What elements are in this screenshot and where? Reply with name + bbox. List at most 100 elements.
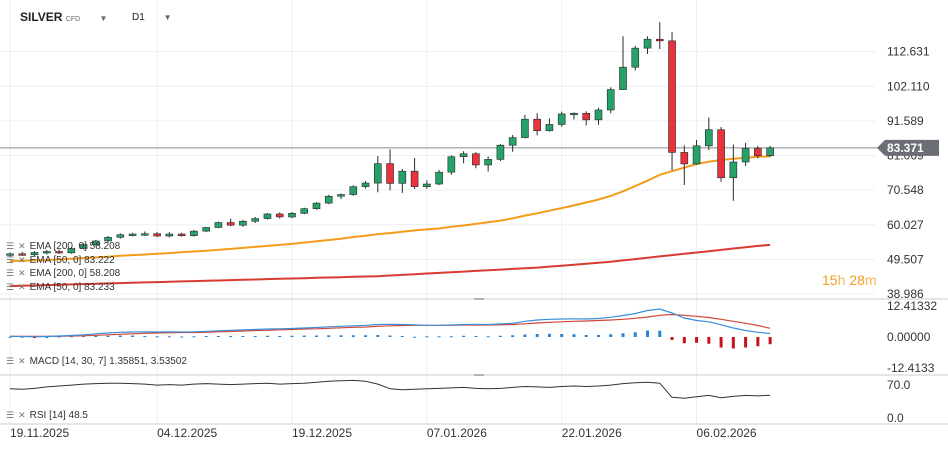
candle-up <box>545 124 554 132</box>
candle-up <box>190 230 198 237</box>
candle-up <box>557 113 566 125</box>
current-price-label: 83.371 <box>887 141 924 155</box>
close-icon[interactable]: ✕ <box>18 255 26 265</box>
macd-histogram-bar <box>241 336 245 338</box>
macd-histogram-bar <box>756 337 760 347</box>
candle-up <box>594 109 603 121</box>
macd-histogram-bar <box>376 335 380 337</box>
candle-down <box>582 112 591 121</box>
settings-icon[interactable]: ☰ <box>6 410 15 420</box>
ema200-line <box>9 243 771 288</box>
macd-histogram-bar <box>437 336 441 338</box>
indicator-ema200-row[interactable]: ☰ ✕ EMA [200, 0] 58.208 <box>6 241 120 252</box>
close-icon[interactable]: ✕ <box>18 268 26 278</box>
candle-up <box>692 145 701 165</box>
candle-up <box>165 233 174 237</box>
macd-histogram-bar <box>94 335 98 337</box>
candle-up <box>508 137 517 146</box>
candle-up <box>349 186 358 195</box>
indicator-ema50-row-b[interactable]: ☰ ✕ EMA [50, 0] 83.233 <box>6 282 115 293</box>
macd-histogram-bar <box>511 335 515 337</box>
close-icon[interactable]: ✕ <box>18 356 26 366</box>
rsi-line <box>9 379 771 399</box>
close-icon[interactable]: ✕ <box>18 282 26 292</box>
macd-histogram-bar <box>364 335 368 337</box>
symbol-selector[interactable]: SILVER CFD ▼ <box>20 10 107 24</box>
candle-up <box>447 156 456 173</box>
price-axis-tick: 91.589 <box>887 114 924 128</box>
close-icon[interactable]: ✕ <box>18 410 26 420</box>
candle-up <box>373 163 382 184</box>
price-axis-tick: 102.110 <box>887 79 930 93</box>
macd-histogram-bar <box>498 335 502 337</box>
candle-down <box>153 233 161 237</box>
candle-up <box>398 170 407 184</box>
settings-icon[interactable]: ☰ <box>6 356 15 366</box>
candle-down <box>226 222 235 226</box>
macd-histogram-bar <box>106 335 110 337</box>
macd-histogram-bar <box>229 336 233 338</box>
price-axis-tick: 38.986 <box>887 287 924 301</box>
macd-histogram-bar <box>682 337 686 344</box>
candle-up <box>459 153 468 158</box>
macd-histogram-bar <box>400 336 404 338</box>
settings-icon[interactable]: ☰ <box>6 255 15 265</box>
settings-icon[interactable]: ☰ <box>6 241 15 251</box>
macd-histogram-bar <box>658 330 662 337</box>
macd-histogram-bar <box>731 337 735 349</box>
macd-histogram-bar <box>462 335 466 337</box>
candle-up <box>631 47 640 68</box>
macd-histogram-bar <box>449 336 453 338</box>
candle-up <box>128 233 137 236</box>
candle-up <box>263 213 272 219</box>
candle-up <box>741 148 750 163</box>
candle-up <box>496 144 505 160</box>
candle-up <box>30 252 39 256</box>
settings-icon[interactable]: ☰ <box>6 268 15 278</box>
close-icon[interactable]: ✕ <box>18 241 26 251</box>
macd-histogram-bar <box>596 335 600 337</box>
candle-down <box>386 163 394 184</box>
macd-histogram-bar <box>474 336 478 338</box>
macd-label: MACD [14, 30, 7] 1.35851, 3.53502 <box>29 356 187 367</box>
ema50-line <box>9 155 771 262</box>
macd-histogram-bar <box>45 337 49 338</box>
macd-histogram-bar <box>584 335 588 337</box>
macd-histogram-bar <box>621 333 625 337</box>
macd-histogram-bar <box>560 334 564 337</box>
macd-histogram-bar <box>69 336 73 338</box>
macd-histogram-bar <box>646 330 650 337</box>
candle-down <box>754 148 762 157</box>
indicator-rsi-row[interactable]: ☰ ✕ RSI [14] 48.5 <box>6 410 88 421</box>
macd-axis-tick: 0.00000 <box>887 330 931 344</box>
rsi-label: RSI [14] 48.5 <box>29 410 88 421</box>
candle-down <box>668 40 676 153</box>
candle-up <box>92 240 100 245</box>
settings-icon[interactable]: ☰ <box>6 282 15 292</box>
macd-histogram-bar <box>57 336 61 338</box>
macd-histogram-bar <box>155 336 159 338</box>
indicator-ema50-row[interactable]: ☰ ✕ EMA [50, 0] 83.222 <box>6 255 115 266</box>
symbol-type: CFD <box>65 16 81 23</box>
candle-down <box>275 213 284 218</box>
candle-up <box>423 183 431 187</box>
macd-histogram-bar <box>180 336 184 338</box>
macd-histogram-bar <box>425 336 429 338</box>
indicator-ema200-row-b[interactable]: ☰ ✕ EMA [200, 0] 58.208 <box>6 268 120 279</box>
countdown-timer: 15h 28m <box>822 272 877 288</box>
candle-down <box>655 38 664 42</box>
macd-histogram-bar <box>20 336 24 338</box>
macd-histogram-bar <box>315 335 318 337</box>
indicator-macd-row[interactable]: ☰ ✕ MACD [14, 30, 7] 1.35851, 3.53502 <box>6 356 187 367</box>
macd-histogram-bar <box>744 337 748 348</box>
macd-histogram-bar <box>278 336 282 338</box>
candle-up <box>300 208 309 214</box>
timeframe-selector[interactable]: D1 ▼ <box>132 12 172 23</box>
macd-histogram-bar <box>351 335 355 337</box>
candle-up <box>116 234 125 238</box>
candle-down <box>680 152 689 165</box>
chevron-down-icon: ▼ <box>163 13 172 22</box>
macd-histogram-bar <box>339 335 343 337</box>
candle-up <box>521 118 529 138</box>
